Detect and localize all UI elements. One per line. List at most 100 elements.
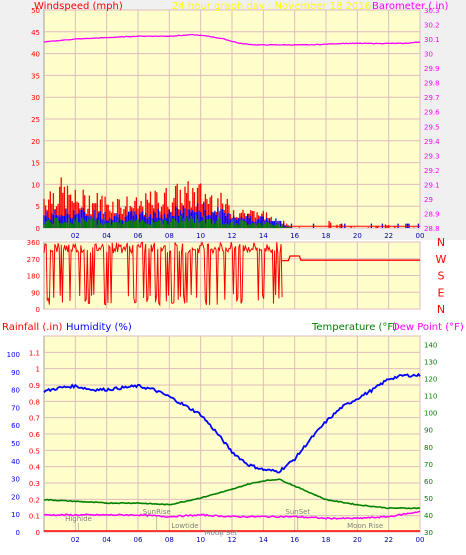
temp-label: Temperature (°F) [311,322,397,333]
rain-ytick: 1.1 [29,349,40,357]
wind-ytick-left: 0 [36,225,40,233]
wind-ytick-right: 30.2 [424,22,440,30]
humidity-ytick: 90 [11,369,20,377]
baro-label: Barometer (.in) [372,1,448,12]
astro-label: Lowtide [171,522,198,530]
dir-ytick-left: 180 [27,273,40,281]
wind-xtick: 14 [259,232,268,240]
hum-xtick: 02 [71,536,80,544]
dewpoint-line [43,510,421,520]
temp-ytick: 30 [424,529,433,537]
wind-ytick-left: 20 [31,138,40,146]
wind-ytick-right: 28.8 [424,225,440,233]
temp-ytick: 90 [424,427,433,435]
wind-ytick-right: 29.6 [424,109,440,117]
hum-xtick: 22 [384,536,393,544]
astro-label: SunRise [143,508,171,516]
wind-ytick-right: 29.5 [424,123,440,131]
humidity-grid [44,335,421,533]
hum-xtick: 08 [165,536,174,544]
temp-ytick: 80 [424,444,433,452]
compass-n: N [437,236,445,249]
wind-ytick-left: 30 [31,94,40,102]
wind-direction-steady [282,255,420,262]
temp-ytick: 70 [424,461,433,469]
compass-s: S [438,270,445,283]
rain-ytick: 0.6 [29,431,41,439]
wind-low-series [43,214,291,228]
temp-ytick: 130 [424,359,437,367]
hum-xtick: 20 [353,536,362,544]
wind-ytick-right: 29 [424,196,433,204]
humidity-line [43,372,421,474]
humidity-ytick: 40 [11,458,20,466]
rain-ytick: 0.9 [29,382,40,390]
rain-ytick: 0.2 [29,496,40,504]
wind-xtick: 12 [228,232,237,240]
wind-xtick: 06 [134,232,143,240]
dir-ytick-left: 360 [27,239,40,247]
humidity-ytick: 0 [16,529,20,537]
rain-ytick: 0 [36,529,40,537]
dir-ytick-left: 270 [27,256,40,264]
hum-xtick: 10 [196,536,205,544]
wind-ytick-right: 29.3 [424,152,440,160]
temp-ytick: 120 [424,376,437,384]
direction-axes: 0 90 180 270 360 [27,239,40,314]
dir-ytick-left: 0 [36,306,40,314]
chart-title: 24 hour graph day : November 18 2016 [172,1,371,12]
wind-ytick-right: 30.1 [424,36,440,44]
hum-xtick: 06 [134,536,143,544]
humidity-ytick: 70 [11,404,20,412]
wind-ytick-right: 29.7 [424,94,440,102]
temp-ytick: 100 [424,410,437,418]
barometer-line [43,33,420,46]
rain-label: Rainfall (.in) [2,322,63,333]
wind-grid [44,9,421,229]
humidity-label: Humidity (%) [66,322,132,333]
wind-ytick-left: 10 [31,181,40,189]
wind-ytick-left: 5 [36,203,40,211]
rain-ytick: 1 [36,366,40,374]
wind-ytick-left: 50 [31,7,40,15]
temp-ytick: 50 [424,495,433,503]
wind-xtick: 20 [353,232,362,240]
dir-ytick-left: 90 [31,289,40,297]
direction-series [43,240,420,307]
temp-ytick: 40 [424,512,433,520]
astro-label: Moon Rise [347,522,383,530]
humidity-axes: 0 0.1 0.2 0.3 0.4 0.5 0.6 0.7 0.8 0.9 1 1.1 0 10 20 30 4… [7,342,438,544]
compass-w: W [436,253,447,266]
hum-xtick: 04 [102,536,111,544]
rain-ytick: 0.8 [29,398,40,406]
humidity-series [43,372,421,532]
wind-ytick-right: 29.2 [424,167,440,175]
wind-ytick-left: 35 [31,72,40,80]
rain-ytick: 0.7 [29,415,40,423]
temperature-line [44,478,421,510]
humidity-ytick: 20 [11,493,20,501]
wind-xtick: 16 [290,232,299,240]
wind-ytick-left: 40 [31,51,40,59]
wind-axes: 0 5 10 15 20 25 30 35 40 45 50 28.8 28.9 29 29.1 29.2 29… [31,7,440,240]
wind-direction-trace [43,240,283,307]
wind-ytick-left: 45 [31,29,40,37]
humidity-ytick: 10 [11,511,20,519]
wind-ytick-right: 30.3 [424,7,440,15]
wind-ytick-left: 15 [31,160,40,168]
astro-label: Highide [65,515,92,523]
wind-ytick-right: 29.4 [424,138,440,146]
hum-xtick: 00 [416,536,425,544]
compass-e: E [438,286,445,299]
wind-ytick-right: 28.9 [424,210,440,218]
hum-xtick: 14 [259,536,268,544]
wind-xtick: 18 [322,232,331,240]
rain-ytick: 0.4 [29,464,41,472]
humidity-ytick: 60 [11,422,20,430]
wind-series [43,33,420,228]
humidity-ytick: 30 [11,476,20,484]
wind-ytick-right: 29.9 [424,65,440,73]
temp-ytick: 140 [424,342,437,350]
